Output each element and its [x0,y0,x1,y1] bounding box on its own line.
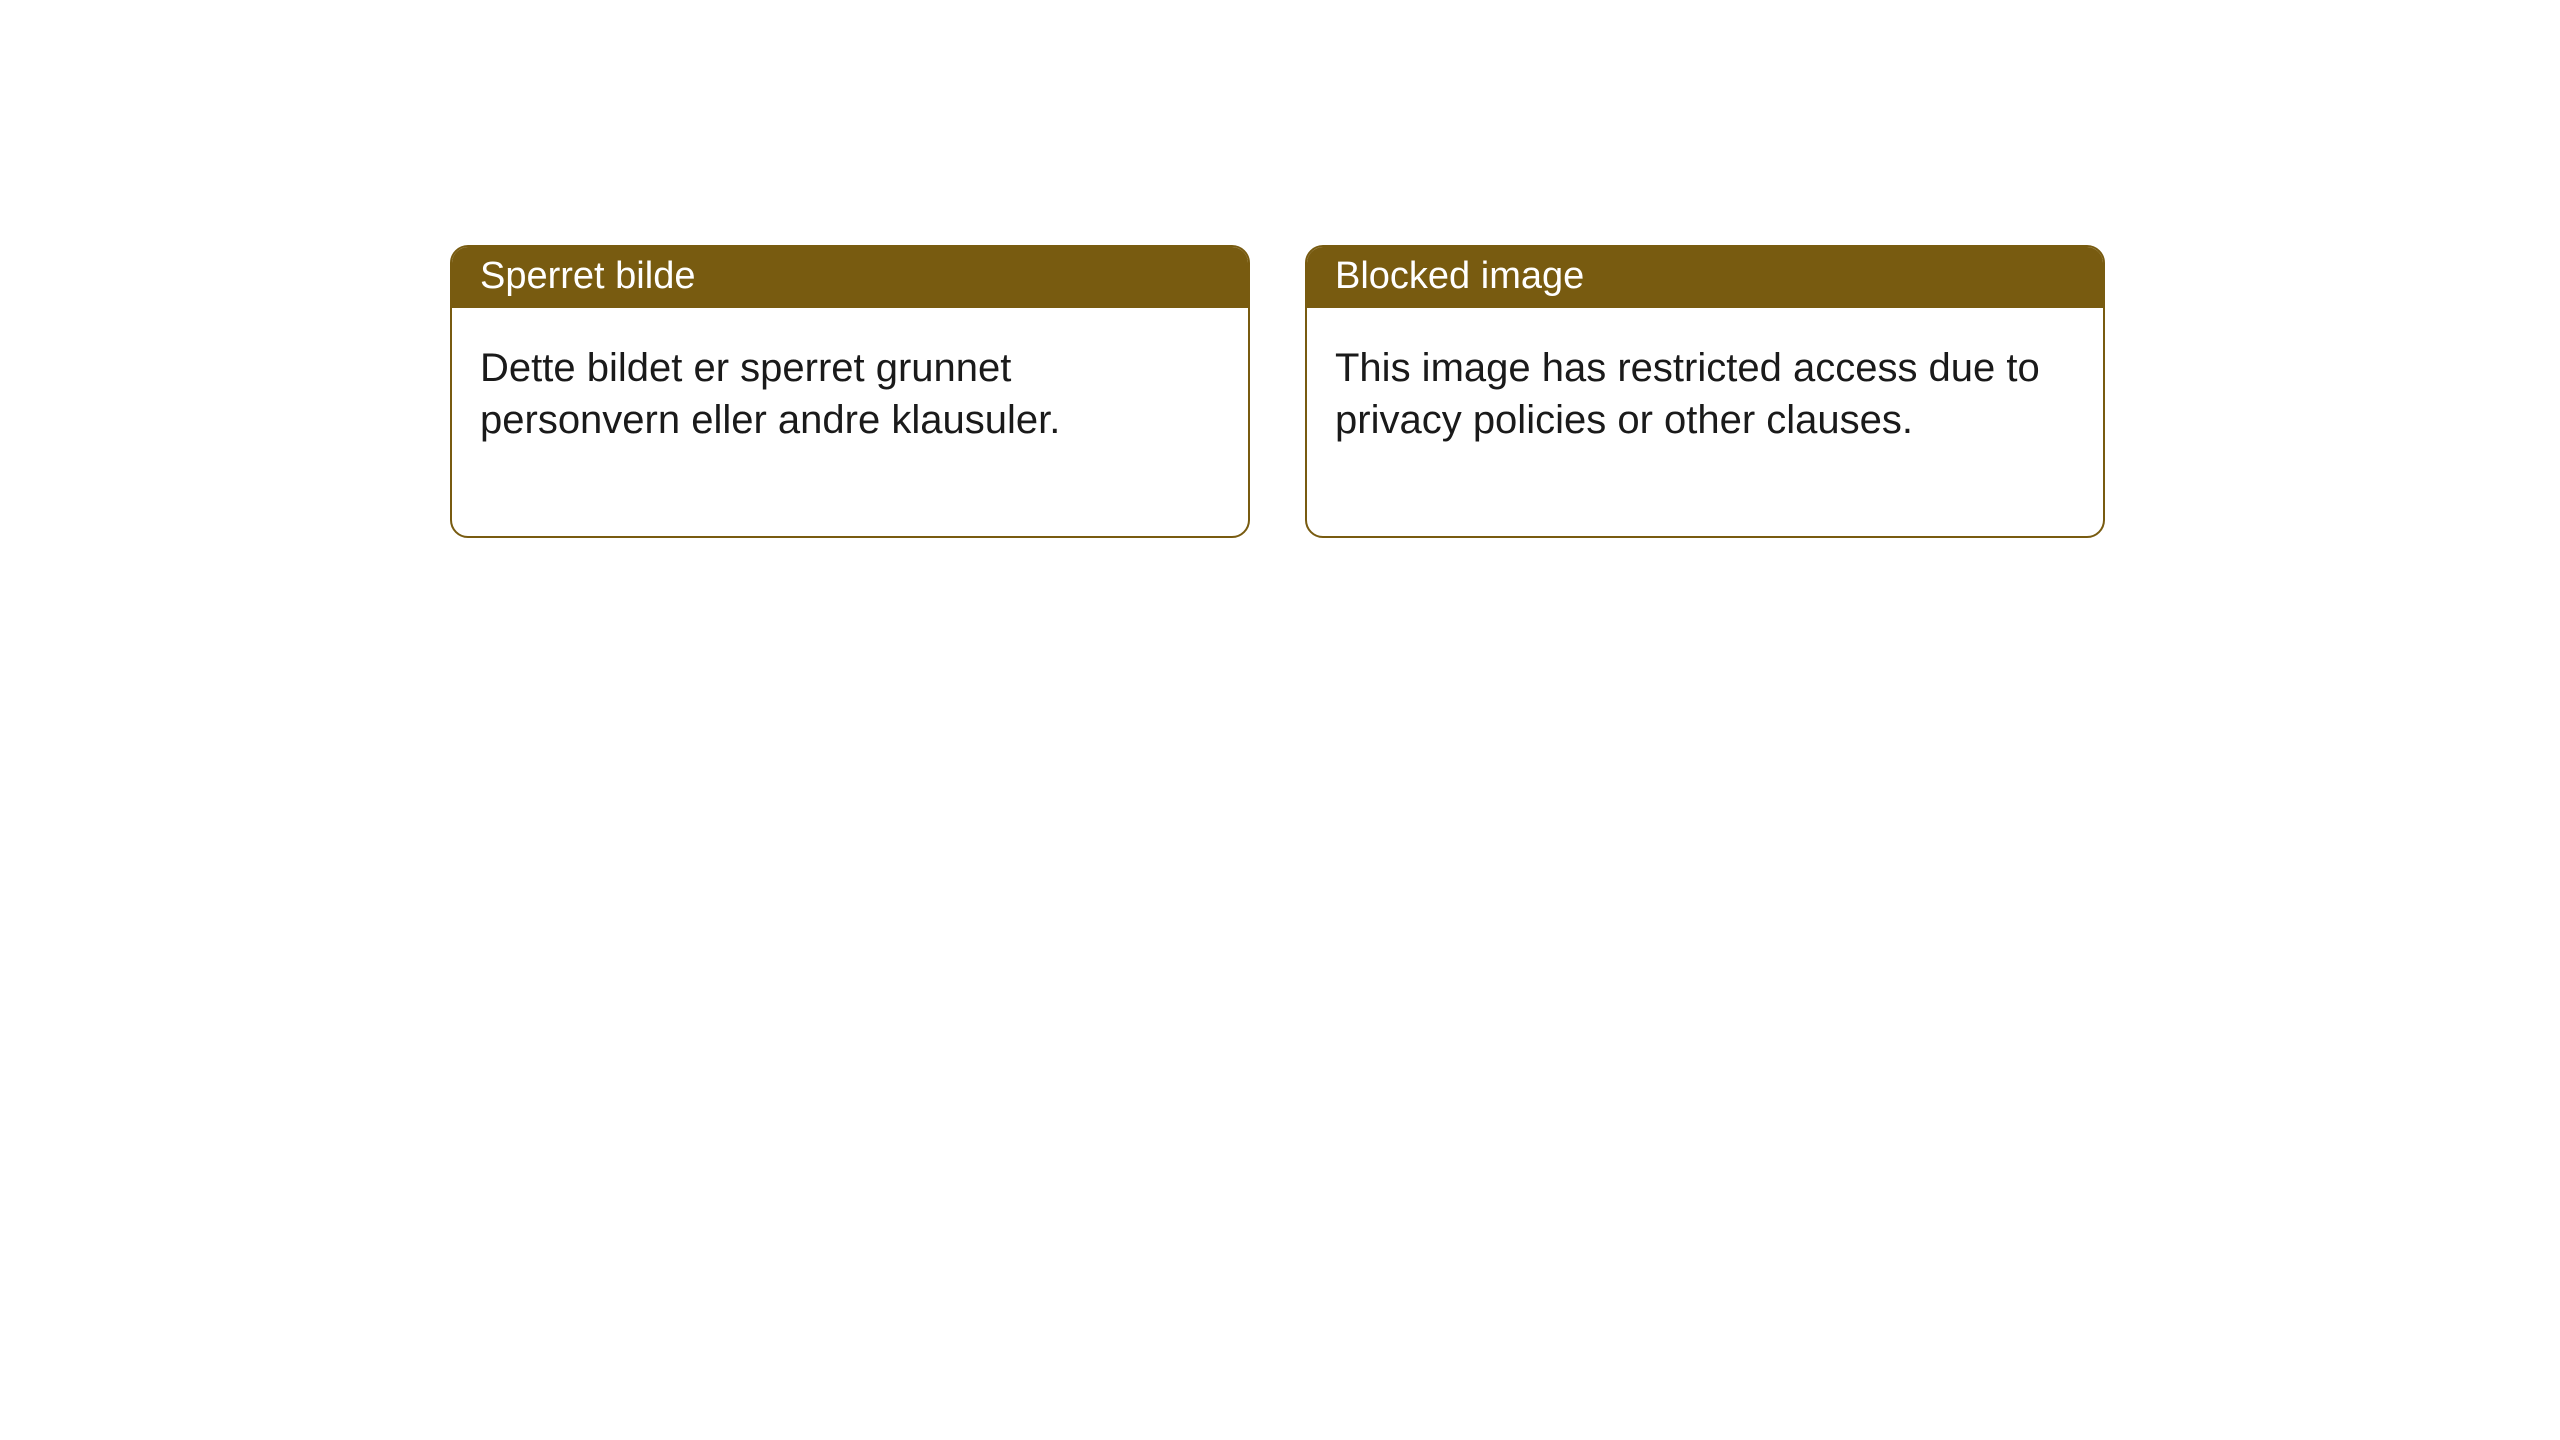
card-body: Dette bildet er sperret grunnet personve… [452,308,1248,536]
blocked-image-card-no: Sperret bilde Dette bildet er sperret gr… [450,245,1250,538]
card-message: This image has restricted access due to … [1335,346,2040,442]
card-body: This image has restricted access due to … [1307,308,2103,536]
card-title: Sperret bilde [480,255,695,297]
notice-card-container: Sperret bilde Dette bildet er sperret gr… [450,245,2105,538]
blocked-image-card-en: Blocked image This image has restricted … [1305,245,2105,538]
card-message: Dette bildet er sperret grunnet personve… [480,346,1060,442]
card-header: Blocked image [1307,247,2103,308]
card-title: Blocked image [1335,255,1584,297]
card-header: Sperret bilde [452,247,1248,308]
